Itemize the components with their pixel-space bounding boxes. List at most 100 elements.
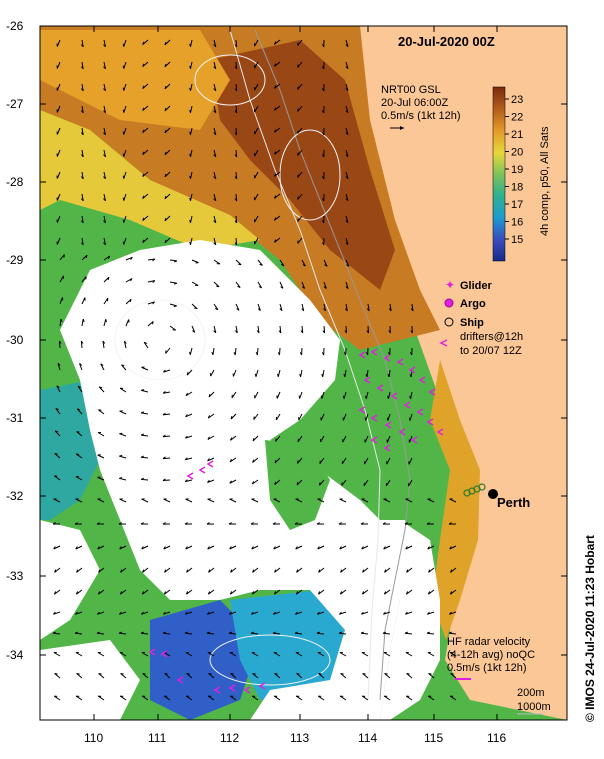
velocity-arrow xyxy=(272,632,281,635)
velocity-arrow xyxy=(123,193,127,201)
velocity-arrow xyxy=(252,673,259,679)
velocity-arrow xyxy=(345,237,349,245)
velocity-arrow xyxy=(230,413,237,420)
velocity-arrowhead xyxy=(162,478,166,481)
velocity-arrow xyxy=(254,127,259,135)
velocity-arrow xyxy=(295,652,303,657)
velocity-arrowhead xyxy=(130,278,133,282)
velocity-arrowhead xyxy=(383,546,386,550)
velocity-arrow xyxy=(450,589,457,595)
velocity-arrowhead xyxy=(189,87,191,91)
velocity-arrow xyxy=(345,149,349,157)
velocity-arrow xyxy=(297,149,303,156)
velocity-arrowhead xyxy=(274,151,277,155)
velocity-arrow xyxy=(98,673,105,679)
velocity-arrowhead xyxy=(140,433,144,436)
velocity-arrow xyxy=(207,498,215,503)
velocity-arrow xyxy=(213,61,217,69)
velocity-arrow xyxy=(251,611,259,615)
velocity-arrowhead xyxy=(103,154,106,158)
velocity-arrow xyxy=(427,695,435,701)
velocity-arrow xyxy=(190,237,193,245)
velocity-arrowhead xyxy=(297,108,299,112)
velocity-arrow xyxy=(213,127,217,135)
velocity-arrow xyxy=(56,149,61,157)
velocity-arrows xyxy=(52,39,457,701)
velocity-arrow xyxy=(81,39,84,47)
velocity-arrow xyxy=(54,475,61,481)
velocity-arrow xyxy=(345,83,349,91)
velocity-arrow xyxy=(53,498,61,503)
velocity-arrowhead xyxy=(321,198,325,202)
velocity-arrowhead xyxy=(53,591,57,595)
velocity-arrow xyxy=(450,673,457,679)
velocity-arrowhead xyxy=(120,569,123,573)
velocity-arrowhead xyxy=(103,220,106,224)
velocity-arrow xyxy=(141,412,149,415)
argo-symbol xyxy=(444,298,454,308)
drifter-symbol xyxy=(439,339,448,347)
velocity-arrow xyxy=(164,105,171,112)
velocity-arrowhead xyxy=(103,132,106,136)
velocity-arrow xyxy=(321,391,325,399)
velocity-arrow xyxy=(213,325,217,333)
velocity-arrowhead xyxy=(229,591,233,595)
velocity-arrow xyxy=(229,652,237,657)
velocity-arrow xyxy=(75,611,83,615)
velocity-arrowhead xyxy=(279,308,283,312)
velocity-arrow xyxy=(276,391,281,399)
velocity-arrowhead xyxy=(213,220,217,224)
velocity-arrowhead xyxy=(164,217,167,222)
velocity-arrow xyxy=(213,105,217,113)
velocity-arrowhead xyxy=(274,195,277,199)
velocity-arrow xyxy=(141,366,149,371)
velocity-arrowhead xyxy=(77,385,82,389)
velocity-arrowhead xyxy=(97,611,100,615)
velocity-arrow xyxy=(388,391,391,399)
velocity-arrowhead xyxy=(164,63,167,68)
lat-tick-label: -26 xyxy=(6,19,24,33)
velocity-arrow xyxy=(185,479,193,483)
drifter-marker xyxy=(408,366,416,374)
velocity-arrowhead xyxy=(405,546,408,550)
velocity-arrowhead xyxy=(122,175,125,179)
velocity-arrowhead xyxy=(406,673,410,675)
velocity-arrow xyxy=(75,476,83,481)
velocity-arrowhead xyxy=(151,321,154,325)
velocity-arrowhead xyxy=(234,176,238,180)
lat-tick-label: -27 xyxy=(6,97,24,111)
velocity-arrowhead xyxy=(382,522,386,525)
velocity-arrowhead xyxy=(152,301,155,305)
velocity-arrow xyxy=(274,127,281,133)
velocity-arrow xyxy=(103,237,106,245)
velocity-arrow xyxy=(54,567,61,573)
velocity-arrowhead xyxy=(318,569,321,573)
map-plot-area xyxy=(40,26,567,720)
velocity-arrowhead xyxy=(105,319,107,323)
velocity-arrow xyxy=(142,673,149,679)
velocity-arrow xyxy=(164,589,171,595)
velocity-arrow xyxy=(164,83,171,90)
velocity-arrow xyxy=(301,259,306,267)
velocity-arrow xyxy=(123,171,127,179)
velocity-arrowhead xyxy=(54,673,58,675)
velocity-arrowhead xyxy=(140,455,144,458)
velocity-arrow xyxy=(317,611,325,615)
velocity-arrow xyxy=(405,652,413,657)
velocity-arrow xyxy=(366,369,369,377)
velocity-arrow xyxy=(277,369,281,377)
velocity-arrowhead xyxy=(230,437,233,441)
velocity-arrow xyxy=(254,215,259,223)
velocity-arrowhead xyxy=(118,522,122,525)
velocity-arrowhead xyxy=(299,373,302,377)
velocity-arrowhead xyxy=(122,87,125,91)
velocity-arrow xyxy=(56,171,61,179)
velocity-arrowhead xyxy=(103,176,106,180)
velocity-arrow xyxy=(404,632,413,635)
velocity-arrow xyxy=(81,193,84,201)
velocity-arrow xyxy=(97,476,105,481)
velocity-arrow xyxy=(297,171,303,178)
velocity-arrowhead xyxy=(252,459,255,463)
velocity-arrowhead xyxy=(388,330,391,334)
velocity-arrowhead xyxy=(272,522,276,525)
